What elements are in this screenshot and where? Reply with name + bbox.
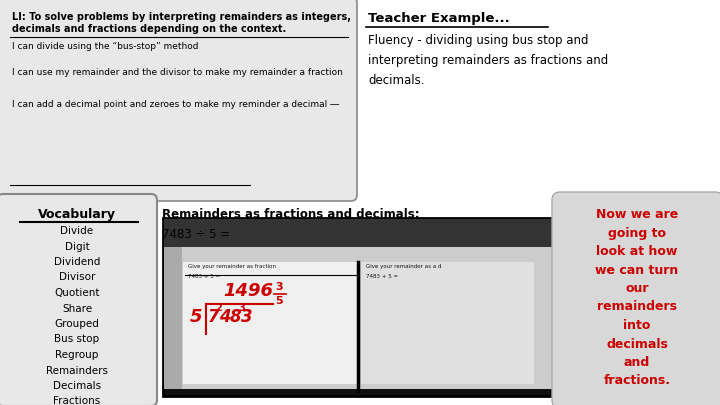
Text: 5: 5 (190, 308, 202, 326)
Text: Fluency - dividing using bus stop and
interpreting remainders as fractions and
d: Fluency - dividing using bus stop and in… (368, 34, 608, 87)
FancyBboxPatch shape (164, 247, 552, 389)
FancyBboxPatch shape (183, 262, 358, 384)
Text: Divide: Divide (60, 226, 94, 236)
FancyBboxPatch shape (164, 247, 182, 389)
Text: Bus stop: Bus stop (55, 335, 99, 345)
Text: Give your remainder as a d: Give your remainder as a d (366, 264, 441, 269)
Text: I can divide using the “bus-stop” method: I can divide using the “bus-stop” method (12, 42, 199, 51)
Text: Vocabulary: Vocabulary (38, 208, 116, 221)
FancyBboxPatch shape (361, 262, 534, 384)
Text: Remainders: Remainders (46, 365, 108, 375)
Text: Teacher Example...: Teacher Example... (368, 12, 510, 25)
Text: 3: 3 (275, 282, 283, 292)
Text: Remainders as fractions and decimals:: Remainders as fractions and decimals: (162, 208, 420, 221)
Text: Fractions: Fractions (53, 396, 101, 405)
Text: 3: 3 (241, 308, 253, 326)
Text: I can add a decimal point and zeroes to make my reminder a decimal ―: I can add a decimal point and zeroes to … (12, 100, 339, 109)
Text: Share: Share (62, 303, 92, 313)
Text: Dividend: Dividend (54, 257, 100, 267)
Text: Digit: Digit (65, 241, 89, 252)
Text: Regroup: Regroup (55, 350, 99, 360)
Text: 7483 + 5 =: 7483 + 5 = (188, 274, 220, 279)
Text: 4: 4 (219, 308, 230, 326)
Text: decimals and fractions depending on the context.: decimals and fractions depending on the … (12, 24, 287, 34)
Text: Quotient: Quotient (54, 288, 100, 298)
FancyBboxPatch shape (0, 194, 157, 405)
FancyBboxPatch shape (552, 192, 720, 405)
Text: 2: 2 (215, 303, 222, 313)
Text: I can use my remainder and the divisor to make my remainder a fraction: I can use my remainder and the divisor t… (12, 68, 343, 77)
Text: 7483 + 5 =: 7483 + 5 = (366, 274, 398, 279)
Text: Now we are
going to
look at how
we can turn
our
remainders
into
decimals
and
fra: Now we are going to look at how we can t… (595, 208, 679, 388)
Text: Decimals: Decimals (53, 381, 101, 391)
Text: Divisor: Divisor (59, 273, 95, 283)
Text: 8: 8 (230, 308, 242, 326)
FancyBboxPatch shape (163, 218, 553, 396)
Text: 1496: 1496 (223, 282, 273, 300)
Text: 3: 3 (238, 303, 245, 313)
Text: 5: 5 (275, 296, 283, 306)
Text: 7483 ÷ 5 =: 7483 ÷ 5 = (162, 228, 230, 241)
FancyBboxPatch shape (0, 0, 357, 201)
FancyBboxPatch shape (164, 219, 552, 247)
Text: LI: To solve problems by interpreting remainders as integers,: LI: To solve problems by interpreting re… (12, 12, 351, 22)
Text: 7: 7 (208, 308, 220, 326)
Text: Grouped: Grouped (55, 319, 99, 329)
Text: Give your remainder as fraction: Give your remainder as fraction (188, 264, 276, 269)
